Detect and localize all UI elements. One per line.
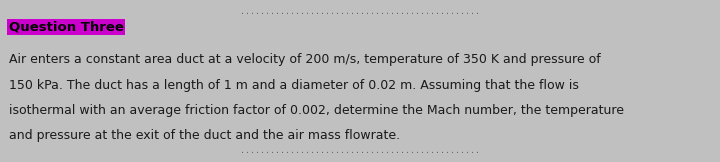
Text: Air enters a constant area duct at a velocity of 200 m/s, temperature of 350 K a: Air enters a constant area duct at a vel… — [9, 53, 600, 66]
Text: ................................................: ........................................… — [240, 7, 480, 16]
Text: ................................................: ........................................… — [240, 146, 480, 155]
Text: 150 kPa. The duct has a length of 1 m and a diameter of 0.02 m. Assuming that th: 150 kPa. The duct has a length of 1 m an… — [9, 79, 578, 92]
Text: and pressure at the exit of the duct and the air mass flowrate.: and pressure at the exit of the duct and… — [9, 129, 400, 142]
Text: Question Three: Question Three — [9, 20, 124, 33]
Text: isothermal with an average friction factor of 0.002, determine the Mach number, : isothermal with an average friction fact… — [9, 104, 624, 117]
